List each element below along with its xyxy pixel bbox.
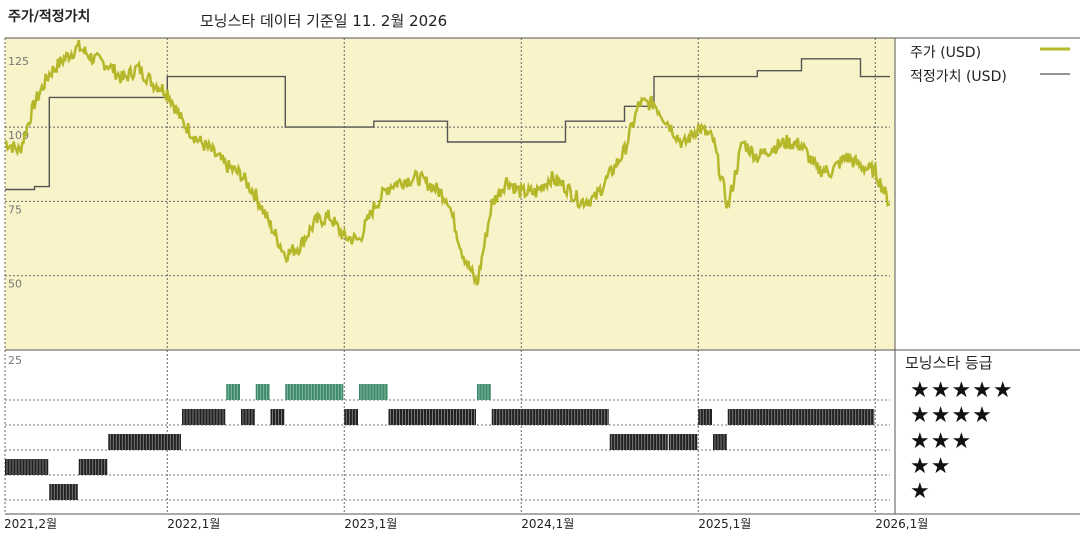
rating-bar-fill	[255, 384, 270, 400]
rating-bar-fill	[5, 459, 49, 475]
y-tick-label: 50	[8, 278, 22, 291]
chart-subtitle: 모닝스타 데이터 기준일 11. 2월 2026	[200, 12, 448, 30]
rating-bar-2-star	[78, 459, 108, 475]
rating-bar-fill	[226, 384, 240, 400]
rating-bar-5-star	[477, 384, 491, 400]
three-star-label: ★★★	[910, 429, 973, 454]
x-tick-label: 2025,1월	[698, 517, 751, 531]
rating-bar-5-star	[226, 384, 240, 400]
one-star-label: ★	[910, 479, 931, 504]
rating-bar-4-star	[727, 409, 875, 425]
rating-bars	[5, 384, 875, 500]
two-star-label: ★★	[910, 454, 952, 479]
rating-bar-fill	[108, 434, 181, 450]
rating-bar-1-star	[49, 484, 78, 500]
rating-bar-4-star	[698, 409, 712, 425]
x-tick-label: 2024,1월	[521, 517, 574, 531]
price-panel-background	[5, 38, 895, 350]
rating-bar-4-star	[182, 409, 226, 425]
x-tick-label: 2023,1월	[344, 517, 397, 531]
rating-bar-5-star	[285, 384, 344, 400]
rating-bar-fill	[344, 409, 358, 425]
rating-bar-4-star	[241, 409, 255, 425]
rating-bar-fill	[241, 409, 255, 425]
rating-bar-5-star	[255, 384, 270, 400]
rating-bar-3-star	[713, 434, 727, 450]
rating-bar-5-star	[359, 384, 388, 400]
rating-bar-fill	[477, 384, 491, 400]
rating-bar-fill	[727, 409, 875, 425]
price-legend-label: 주가 (USD)	[910, 45, 982, 61]
rating-bar-3-star	[668, 434, 698, 450]
x-tick-label: 2026,1월	[875, 517, 928, 531]
price-grid	[5, 126, 890, 277]
five-star-label: ★★★★★	[910, 378, 1014, 403]
rating-bar-fill	[713, 434, 727, 450]
rating-bar-4-star	[388, 409, 476, 425]
rating-bar-4-star	[270, 409, 285, 425]
rating-bar-4-star	[491, 409, 609, 425]
four-star-label: ★★★★	[910, 403, 993, 428]
rating-panel-title: 모닝스타 등급	[905, 354, 993, 372]
rating-bar-fill	[270, 409, 285, 425]
x-tick-label: 2021,2월	[4, 517, 57, 531]
x-axis-labels: 2021,2월 2022,1월 2023,1월 2024,1월 2025,1월 2026,…	[4, 517, 928, 531]
rating-bar-fill	[182, 409, 226, 425]
rating-bar-fill	[491, 409, 609, 425]
rating-bar-2-star	[5, 459, 49, 475]
y-tick-label: 125	[8, 55, 29, 68]
fair-legend-label: 적정가치 (USD)	[910, 69, 1007, 85]
rating-bar-4-star	[344, 409, 358, 425]
y-tick-label: 75	[8, 203, 22, 216]
rating-bar-3-star	[609, 434, 668, 450]
fair-value-series-line	[5, 58, 890, 191]
chart-title: 주가/적정가치	[8, 9, 91, 25]
x-tick-label: 2022,1월	[167, 517, 220, 531]
rating-bar-fill	[698, 409, 712, 425]
y-tick-label: 25	[8, 354, 22, 367]
rating-bar-3-star	[108, 434, 181, 450]
price-series-line	[4, 39, 890, 286]
